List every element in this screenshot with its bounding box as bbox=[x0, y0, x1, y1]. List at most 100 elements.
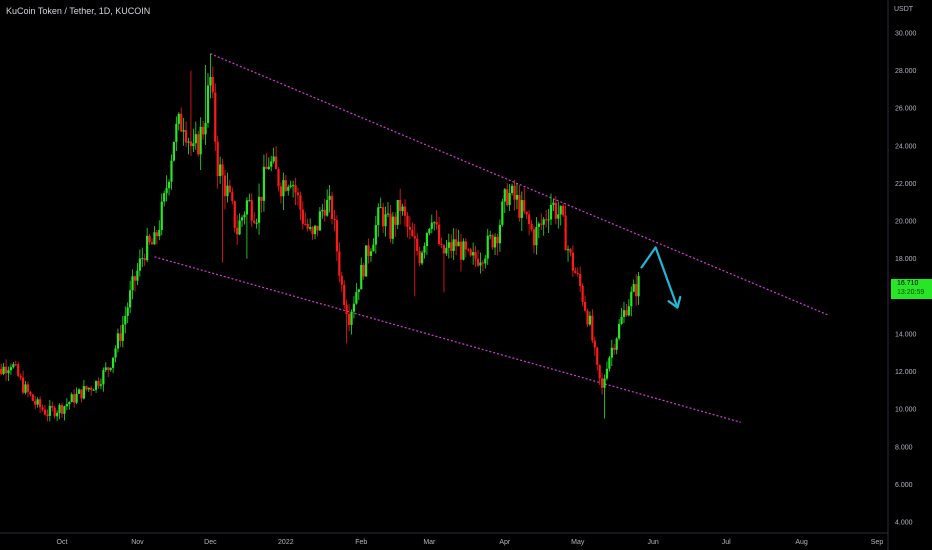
candle-body bbox=[102, 370, 105, 385]
x-tick-label: May bbox=[571, 539, 585, 546]
candle-body bbox=[82, 386, 85, 399]
candle-body bbox=[581, 285, 584, 302]
candle-body bbox=[537, 223, 540, 228]
x-tick-label: Jun bbox=[648, 539, 659, 546]
candle-body bbox=[211, 76, 214, 93]
trendline-lower bbox=[154, 256, 741, 423]
candle-body bbox=[29, 391, 32, 395]
candle-body bbox=[345, 304, 348, 315]
candle-body bbox=[133, 276, 137, 281]
candle-body bbox=[265, 166, 268, 169]
candle-body bbox=[160, 201, 163, 230]
candle-body bbox=[243, 214, 246, 218]
candle-body bbox=[187, 141, 190, 143]
candle-body bbox=[248, 200, 251, 202]
candle-body bbox=[199, 126, 202, 155]
candle-body bbox=[180, 113, 183, 132]
candle-body bbox=[579, 273, 582, 286]
candle-body bbox=[304, 223, 307, 225]
candle-body bbox=[447, 242, 450, 248]
x-tick-label: Nov bbox=[131, 539, 144, 546]
candle-body bbox=[391, 216, 394, 239]
candle-body bbox=[153, 232, 156, 245]
candle-body bbox=[58, 405, 61, 413]
y-tick-label: 18.000 bbox=[895, 256, 917, 263]
x-tick-label: Feb bbox=[355, 539, 367, 546]
candle-body bbox=[19, 376, 22, 378]
candle-body bbox=[231, 192, 234, 202]
candle-body bbox=[294, 185, 297, 193]
candle-body bbox=[610, 347, 613, 358]
candle-body bbox=[209, 76, 212, 86]
x-axis[interactable]: Oct Nov Dec 2022 Feb Mar Apr May Jun Jul Aug Sep bbox=[0, 532, 888, 546]
y-tick-label: 20.000 bbox=[895, 219, 917, 226]
candle-body bbox=[90, 387, 93, 391]
candle-body bbox=[437, 224, 441, 245]
candle-body bbox=[65, 404, 68, 407]
candle-body bbox=[260, 196, 263, 201]
candle-body bbox=[245, 200, 248, 215]
x-tick-label: Mar bbox=[423, 539, 436, 546]
candle-body bbox=[605, 368, 609, 379]
candle-body bbox=[467, 249, 470, 251]
candle-body bbox=[279, 186, 283, 197]
candle-body bbox=[379, 207, 382, 209]
candle-body bbox=[24, 384, 27, 393]
candle-body bbox=[21, 377, 25, 393]
y-tick-label: 24.000 bbox=[895, 143, 917, 150]
candle-body bbox=[549, 204, 553, 220]
candle-body bbox=[369, 251, 373, 256]
candle-body bbox=[508, 192, 511, 206]
candle-body bbox=[474, 252, 477, 259]
x-tick-label: Sep bbox=[871, 539, 884, 546]
candle-body bbox=[267, 166, 270, 169]
candle-body bbox=[408, 227, 411, 230]
candle-body bbox=[104, 367, 107, 371]
x-tick-label: Jul bbox=[722, 539, 731, 546]
candle-body bbox=[450, 242, 453, 251]
candle-body bbox=[94, 380, 98, 390]
trendline-layer bbox=[154, 53, 829, 423]
candle-body bbox=[148, 235, 151, 243]
x-tick-label: Oct bbox=[57, 539, 68, 546]
candle-body bbox=[165, 188, 168, 194]
candle-body bbox=[352, 303, 356, 312]
x-tick-label: 2022 bbox=[278, 539, 294, 546]
candle-body bbox=[158, 229, 161, 237]
candle-body bbox=[75, 393, 78, 403]
candle-body bbox=[116, 333, 120, 349]
candle-body bbox=[192, 143, 195, 147]
candle-body bbox=[435, 222, 438, 225]
candle-body bbox=[486, 235, 489, 259]
candle-body bbox=[547, 219, 550, 221]
candle-body bbox=[394, 216, 397, 225]
candle-body bbox=[416, 238, 419, 251]
candle-body bbox=[350, 311, 353, 325]
candle-body bbox=[34, 400, 37, 405]
candle-body bbox=[306, 223, 309, 229]
y-tick-label: 22.000 bbox=[895, 181, 917, 188]
candle-body bbox=[277, 169, 280, 187]
candle-body bbox=[46, 414, 49, 416]
trendline-upper bbox=[210, 53, 829, 316]
candle-body bbox=[401, 206, 404, 212]
candle-body bbox=[318, 211, 321, 231]
candle-body bbox=[501, 201, 504, 225]
x-tick-label: Dec bbox=[204, 539, 217, 546]
candle-body bbox=[518, 194, 521, 218]
candle-body bbox=[632, 284, 635, 292]
candle-body bbox=[17, 364, 20, 377]
candle-body bbox=[452, 239, 455, 251]
candle-body bbox=[274, 156, 278, 170]
candle-body bbox=[489, 235, 492, 237]
candle-body bbox=[163, 193, 166, 202]
y-axis[interactable]: 30.000 28.000 26.000 24.000 22.000 20.000 18.0… bbox=[887, 0, 917, 550]
candle-body bbox=[457, 241, 460, 247]
candle-body bbox=[571, 252, 574, 271]
candle-body bbox=[309, 227, 312, 229]
candle-body bbox=[63, 406, 66, 414]
candle-body bbox=[554, 202, 557, 219]
projection-arrow-head bbox=[667, 295, 682, 309]
candle-body bbox=[236, 227, 239, 235]
